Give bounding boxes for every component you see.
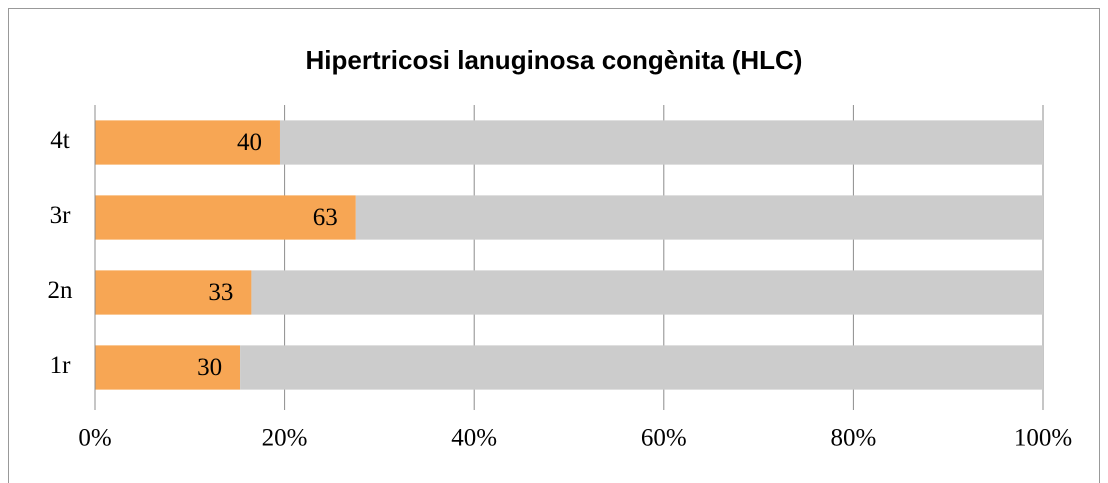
bar-segment	[95, 195, 356, 240]
y-tick-label: 3r	[50, 202, 72, 229]
y-tick-label: 1r	[50, 352, 72, 379]
data-label: 30	[197, 354, 222, 381]
bar-segment	[95, 345, 241, 390]
data-label: 63	[313, 204, 338, 231]
x-tick-label: 80%	[830, 425, 876, 452]
x-tick-label: 20%	[262, 425, 308, 452]
bar-segment	[355, 195, 1044, 240]
bar-segment	[95, 120, 280, 165]
y-tick-label: 2n	[48, 277, 74, 304]
chart-frame	[8, 8, 1100, 483]
bar-segment	[240, 345, 1043, 390]
data-label: 33	[208, 279, 233, 306]
bar-segment	[251, 270, 1044, 315]
bar-segment	[279, 120, 1044, 165]
x-tick-label: 60%	[641, 425, 687, 452]
y-tick-label: 4t	[50, 127, 70, 154]
data-label: 40	[237, 129, 262, 156]
x-tick-label: 40%	[451, 425, 497, 452]
chart-title: Hipertricosi lanuginosa congènita (HLC)	[306, 45, 803, 75]
x-tick-label: 100%	[1014, 425, 1072, 452]
x-tick-label: 0%	[78, 425, 111, 452]
bar-segment	[95, 270, 252, 315]
